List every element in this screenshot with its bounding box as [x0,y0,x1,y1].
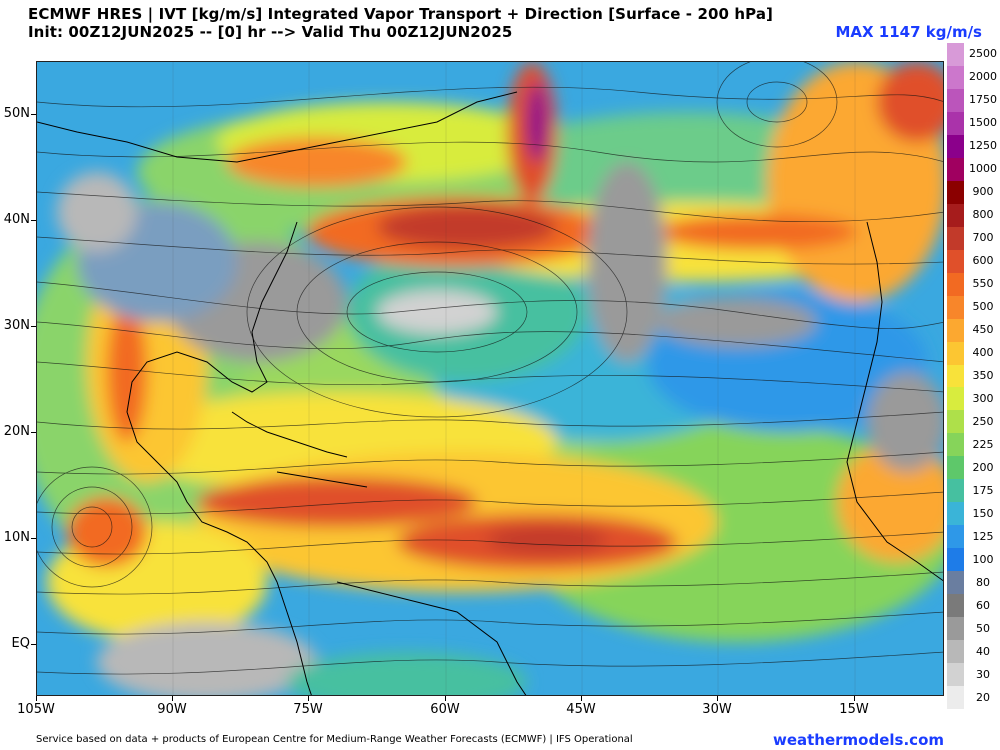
colorbar-label: 30 [976,667,990,681]
colorbar-swatch [947,410,964,434]
colorbar-label: 900 [972,185,994,199]
colorbar-label: 2500 [969,47,997,61]
lat-tick [31,220,36,221]
lon-label-75w: 75W [293,702,323,717]
colorbar-swatch [947,341,964,365]
colorbar-swatch [947,43,964,67]
colorbar-swatch [947,548,964,572]
max-value-label: MAX 1147 kg/m/s [835,23,982,41]
lon-label-15w: 15W [839,702,869,717]
lat-label-10n: 10N [3,530,30,545]
colorbar-swatch [947,594,964,618]
colorbar-label: 350 [972,369,994,382]
colorbar-label: 600 [972,254,994,268]
colorbar-swatch [947,663,964,687]
colorbar-swatch [947,433,964,457]
colorbar-label: 2000 [969,70,997,84]
colorbar-label: 125 [972,529,994,543]
colorbar-label: 500 [972,300,994,314]
colorbar-swatch [947,364,964,388]
ivt-map [36,61,944,696]
lon-label-30w: 30W [702,702,732,717]
lon-tick [445,696,446,701]
lon-label-90w: 90W [157,702,187,717]
colorbar-swatch [947,226,964,251]
lat-label-50n: 50N [3,106,30,121]
colorbar-label: 80 [976,575,990,589]
colorbar-label: 250 [972,414,994,428]
colorbar-swatch [947,387,964,411]
colorbar-label: 20 [976,690,990,704]
map-title: ECMWF HRES | IVT [kg/m/s] Integrated Vap… [28,5,774,23]
colorbar-swatch [947,249,964,274]
colorbar-label: 150 [972,506,994,520]
coastlines [37,91,943,695]
colorbar-swatch [947,295,964,320]
colorbar-label: 1250 [969,139,997,153]
colorbar-swatch [947,180,964,205]
lat-tick [31,432,36,433]
lat-label-40n: 40N [3,212,30,227]
colorbar-swatch [947,686,964,710]
colorbar-label: 225 [972,437,994,451]
colorbar-swatch [947,134,964,159]
colorbar-label: 1000 [969,162,997,176]
lat-tick [31,114,36,115]
colorbar-swatch [947,456,964,480]
colorbar-label: 550 [972,277,994,291]
lon-label-105w: 105W [17,702,55,717]
brand-link[interactable]: weathermodels.com [772,731,944,749]
colorbar-label: 175 [972,483,994,497]
lon-tick [717,696,718,701]
colorbar-label: 40 [976,644,990,658]
lon-tick [172,696,173,701]
init-valid-time: Init: 00Z12JUN2025 -- [0] hr --> Valid T… [28,23,513,41]
colorbar-label: 300 [972,391,994,405]
colorbar-swatch [947,525,964,549]
colorbar-label: 400 [972,346,994,360]
colorbar [947,43,964,710]
colorbar-swatch [947,617,964,641]
colorbar-label: 200 [972,460,994,474]
colorbar-swatch [947,203,964,228]
lon-tick [581,696,582,701]
lon-label-45w: 45W [566,702,596,717]
lat-tick [31,538,36,539]
colorbar-label: 800 [972,208,994,222]
lat-label-30n: 30N [3,318,30,333]
colorbar-swatch [947,272,964,297]
colorbar-swatch [947,65,964,90]
lon-label-60w: 60W [430,702,460,717]
graticule [172,62,856,695]
lon-tick [308,696,309,701]
colorbar-swatch [947,640,964,664]
colorbar-swatch [947,88,964,113]
lat-tick [31,326,36,327]
colorbar-swatch [947,502,964,526]
lat-label-20n: 20N [3,424,30,439]
streamlines [37,62,943,675]
lon-tick [36,696,37,701]
colorbar-label: 700 [972,231,994,245]
colorbar-label: 1750 [969,93,997,107]
colorbar-swatch [947,571,964,595]
colorbar-swatch [947,318,964,343]
colorbar-label: 450 [972,323,994,337]
colorbar-swatch [947,157,964,182]
lat-label-eq: EQ [11,636,30,651]
colorbar-label: 50 [976,621,990,635]
lat-tick [31,644,36,645]
colorbar-label: 100 [972,552,994,566]
lon-tick [854,696,855,701]
colorbar-label: 1500 [969,116,997,130]
colorbar-label: 60 [976,598,990,612]
credit-footer: Service based on data + products of Euro… [36,734,633,745]
ivt-field [37,62,943,695]
colorbar-swatch [947,479,964,503]
colorbar-swatch [947,111,964,136]
